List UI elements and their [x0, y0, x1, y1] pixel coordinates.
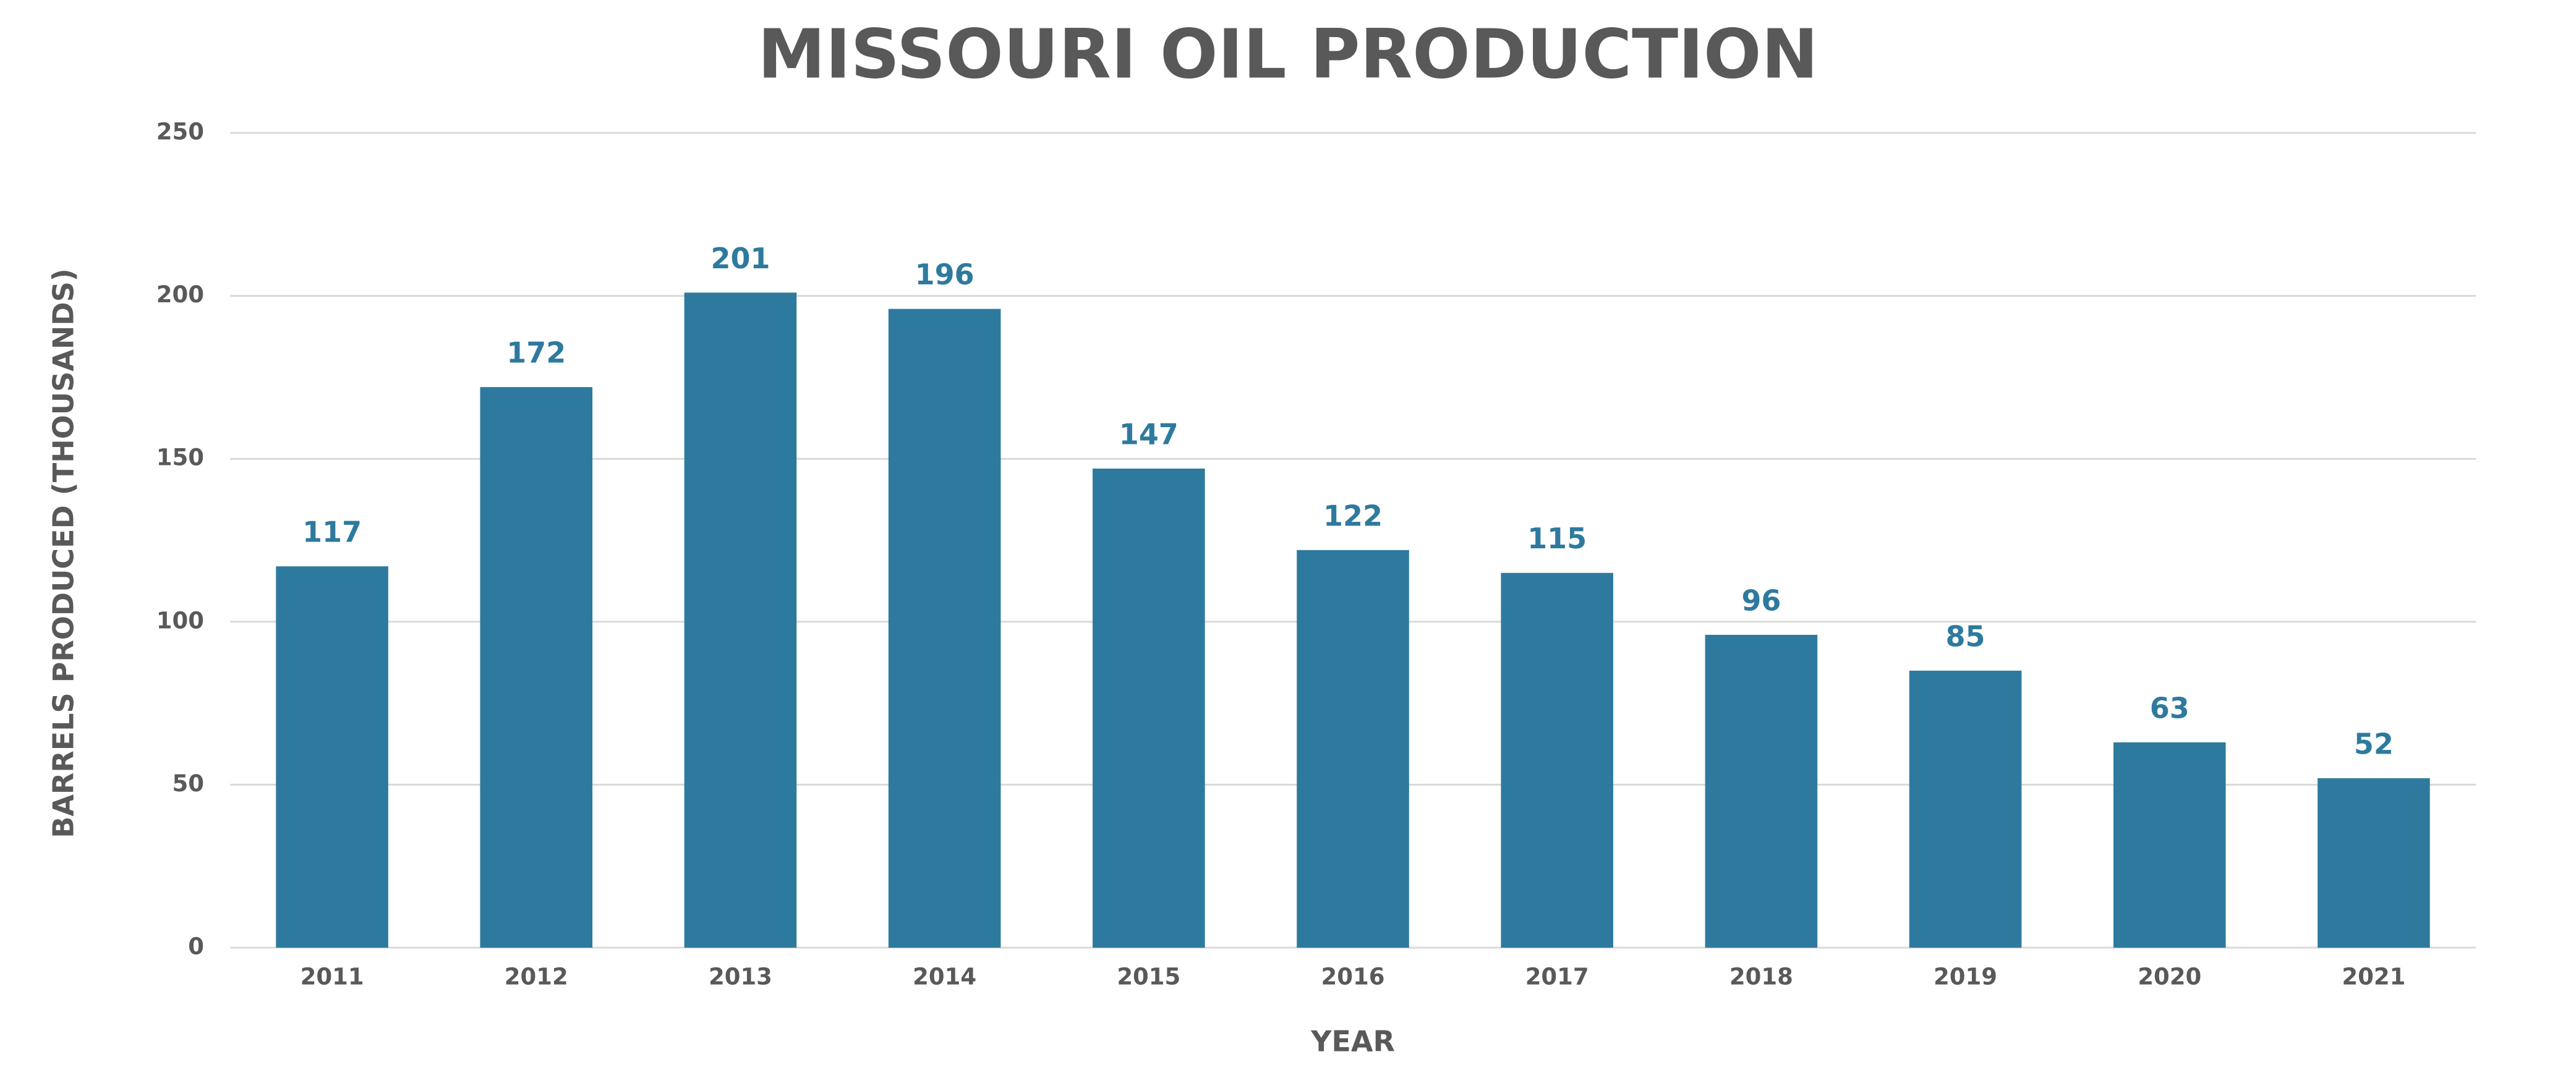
data-label: 85	[1946, 619, 1985, 653]
data-label: 122	[1323, 499, 1383, 532]
bar	[276, 566, 388, 948]
x-tick-label: 2019	[1934, 964, 1997, 990]
x-tick-label: 2015	[1117, 964, 1180, 990]
data-label: 115	[1527, 522, 1587, 555]
y-tick-label: 50	[173, 770, 205, 797]
bar	[1501, 572, 1613, 948]
x-tick-label: 2011	[301, 964, 364, 990]
data-label: 172	[506, 336, 566, 370]
bar	[2318, 778, 2430, 948]
x-tick-label: 2020	[2138, 964, 2201, 990]
y-tick-label: 250	[156, 119, 204, 145]
bar	[888, 308, 1001, 948]
bar	[2113, 742, 2226, 948]
x-tick-label: 2017	[1525, 964, 1589, 990]
y-tick-label: 100	[156, 607, 204, 634]
data-label: 201	[710, 242, 770, 275]
bar	[1297, 550, 1409, 948]
y-tick-label: 150	[156, 444, 204, 471]
y-tick-label: 0	[188, 933, 204, 960]
bar	[1705, 634, 1818, 948]
bar	[1093, 469, 1205, 948]
x-axis-title: YEAR	[1310, 1025, 1395, 1058]
x-tick-label: 2013	[709, 964, 772, 990]
data-label: 117	[302, 516, 362, 549]
x-tick-label: 2021	[2342, 964, 2405, 990]
bar	[1909, 670, 2022, 948]
data-label: 196	[915, 258, 975, 291]
data-label: 96	[1741, 584, 1781, 617]
data-label: 63	[2150, 691, 2190, 725]
x-tick-label: 2018	[1729, 964, 1793, 990]
data-label: 52	[2354, 727, 2394, 760]
data-label: 147	[1119, 418, 1179, 451]
x-tick-label: 2014	[913, 964, 976, 990]
bar	[684, 292, 797, 948]
x-tick-label: 2012	[505, 964, 568, 990]
y-axis-title: BARRELS PRODUCED (THOUSANDS)	[47, 268, 80, 838]
y-tick-label: 200	[156, 281, 204, 308]
bar	[480, 387, 593, 948]
x-tick-label: 2016	[1321, 964, 1385, 990]
chart-title: MISSOURI OIL PRODUCTION	[757, 14, 1818, 93]
